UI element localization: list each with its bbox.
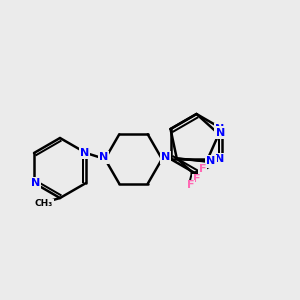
Text: N: N: [80, 148, 89, 158]
Text: CH₃: CH₃: [34, 200, 52, 208]
Text: F: F: [187, 180, 194, 190]
Text: F: F: [199, 164, 206, 174]
Text: N: N: [216, 128, 225, 138]
Text: N: N: [31, 178, 40, 188]
Text: N: N: [99, 152, 108, 163]
Text: N: N: [206, 157, 216, 166]
Text: N: N: [215, 154, 224, 164]
Text: N: N: [161, 152, 170, 163]
Text: N: N: [215, 124, 224, 134]
Text: F: F: [193, 174, 200, 184]
